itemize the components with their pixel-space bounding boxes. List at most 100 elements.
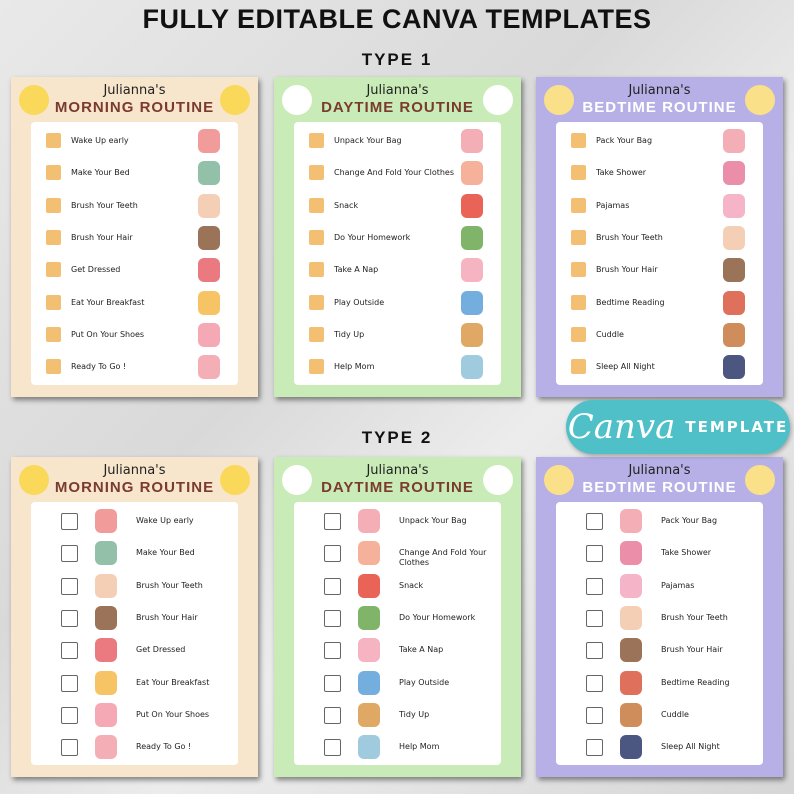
- item-label: Tidy Up: [399, 709, 430, 719]
- checkbox[interactable]: [571, 197, 586, 213]
- checkbox[interactable]: [61, 706, 78, 724]
- checkbox[interactable]: [324, 545, 341, 563]
- checklist-item: Cuddle: [556, 320, 763, 350]
- checkbox[interactable]: [324, 609, 341, 627]
- item-label: Brush Your Teeth: [71, 200, 138, 210]
- item-label: Tidy Up: [334, 329, 365, 339]
- checkbox[interactable]: [309, 359, 324, 375]
- checkbox[interactable]: [586, 739, 603, 757]
- checkbox[interactable]: [309, 294, 324, 310]
- checkbox[interactable]: [309, 326, 324, 342]
- checkbox[interactable]: [571, 133, 586, 148]
- checklist-item: Cuddle: [556, 700, 763, 730]
- checkbox[interactable]: [324, 642, 341, 660]
- item-label: Wake Up early: [71, 136, 129, 145]
- checkbox[interactable]: [571, 165, 586, 181]
- routine-card-morning-routine-type-1: Julianna's MORNING ROUTINE Wake Up early…: [11, 77, 258, 397]
- checkbox[interactable]: [46, 326, 61, 342]
- item-label: Cuddle: [596, 329, 624, 339]
- checklist-item: Brush Your Hair: [31, 223, 238, 253]
- checkbox[interactable]: [46, 294, 61, 310]
- child-name: Julianna's: [366, 463, 429, 478]
- checklist-item: Bedtime Reading: [556, 288, 763, 318]
- checkbox[interactable]: [571, 359, 586, 375]
- checklist-item: Unpack Your Bag: [294, 126, 501, 156]
- checklist-item: Ready To Go !: [31, 352, 238, 382]
- canva-logo-text: Canva: [567, 407, 676, 447]
- checkbox[interactable]: [571, 229, 586, 245]
- checkbox[interactable]: [46, 165, 61, 181]
- backpack-icon: [198, 355, 220, 380]
- item-label: Take Shower: [596, 168, 647, 178]
- item-label: Sleep All Night: [596, 362, 655, 372]
- item-label: Cuddle: [661, 709, 689, 719]
- checkbox[interactable]: [586, 642, 603, 660]
- checklist-panel: Wake Up early Make Your Bed Brush Your T…: [31, 122, 238, 385]
- checkbox[interactable]: [61, 577, 78, 595]
- checkbox[interactable]: [61, 545, 78, 563]
- checklist-item: Tidy Up: [294, 700, 501, 730]
- checkbox[interactable]: [61, 609, 78, 627]
- checkbox[interactable]: [46, 229, 61, 245]
- checkbox[interactable]: [571, 294, 586, 310]
- checkbox[interactable]: [571, 326, 586, 342]
- item-label: Pack Your Bag: [596, 136, 653, 145]
- checkbox[interactable]: [61, 642, 78, 660]
- checkbox[interactable]: [61, 674, 78, 692]
- item-label: Brush Your Teeth: [136, 580, 203, 590]
- checkbox[interactable]: [309, 197, 324, 213]
- kite-icon: [461, 290, 483, 315]
- checkbox[interactable]: [586, 706, 603, 724]
- checkbox[interactable]: [586, 674, 603, 692]
- item-label: Change And Fold Your Clothes: [334, 168, 455, 178]
- checkbox[interactable]: [46, 359, 61, 375]
- checkbox[interactable]: [586, 545, 603, 563]
- checkbox[interactable]: [46, 262, 61, 278]
- child-name: Julianna's: [366, 83, 429, 98]
- child-name: Julianna's: [628, 463, 691, 478]
- checkbox[interactable]: [324, 674, 341, 692]
- headline: FULLY EDITABLE CANVA TEMPLATES: [142, 4, 652, 34]
- checkbox[interactable]: [324, 513, 341, 530]
- mom-helping-icon: [358, 735, 380, 760]
- item-label: Play Outside: [334, 297, 385, 307]
- checkbox[interactable]: [586, 513, 603, 530]
- item-label: Put On Your Shoes: [71, 329, 145, 339]
- checkbox[interactable]: [309, 165, 324, 181]
- checklist-item: Eat Your Breakfast: [31, 288, 238, 318]
- item-label: Do Your Homework: [399, 612, 476, 622]
- checkbox[interactable]: [571, 262, 586, 278]
- checkbox[interactable]: [61, 739, 78, 757]
- routine-title: DAYTIME ROUTINE: [321, 479, 474, 496]
- item-label: Bedtime Reading: [661, 677, 730, 687]
- checkbox[interactable]: [309, 133, 324, 148]
- checkbox[interactable]: [324, 706, 341, 724]
- checklist-item: Play Outside: [294, 668, 501, 698]
- shoes-icon: [198, 322, 220, 347]
- checkbox[interactable]: [586, 609, 603, 627]
- checkbox[interactable]: [324, 739, 341, 757]
- item-label: Bedtime Reading: [596, 297, 665, 307]
- item-label: Unpack Your Bag: [399, 516, 467, 525]
- checkbox[interactable]: [46, 197, 61, 213]
- checkbox[interactable]: [586, 577, 603, 595]
- routine-title: MORNING ROUTINE: [54, 479, 215, 496]
- toy-box-icon: [461, 322, 483, 347]
- checklist-item: Help Mom: [294, 732, 501, 762]
- item-label: Eat Your Breakfast: [136, 677, 210, 687]
- checklist-item: Unpack Your Bag: [294, 506, 501, 536]
- child-name: Julianna's: [103, 83, 166, 98]
- child-name: Julianna's: [628, 83, 691, 98]
- bed-icon: [198, 161, 220, 186]
- item-label: Pajamas: [661, 580, 695, 590]
- item-label: Make Your Bed: [136, 548, 195, 558]
- checklist-item: Sleep All Night: [556, 732, 763, 762]
- daisy-icon: [483, 465, 513, 495]
- checkbox[interactable]: [61, 513, 78, 530]
- checkbox[interactable]: [309, 262, 324, 278]
- book-icon: [461, 225, 483, 250]
- checkbox[interactable]: [46, 133, 61, 148]
- checkbox[interactable]: [309, 229, 324, 245]
- star-icon: [544, 465, 574, 495]
- checkbox[interactable]: [324, 577, 341, 595]
